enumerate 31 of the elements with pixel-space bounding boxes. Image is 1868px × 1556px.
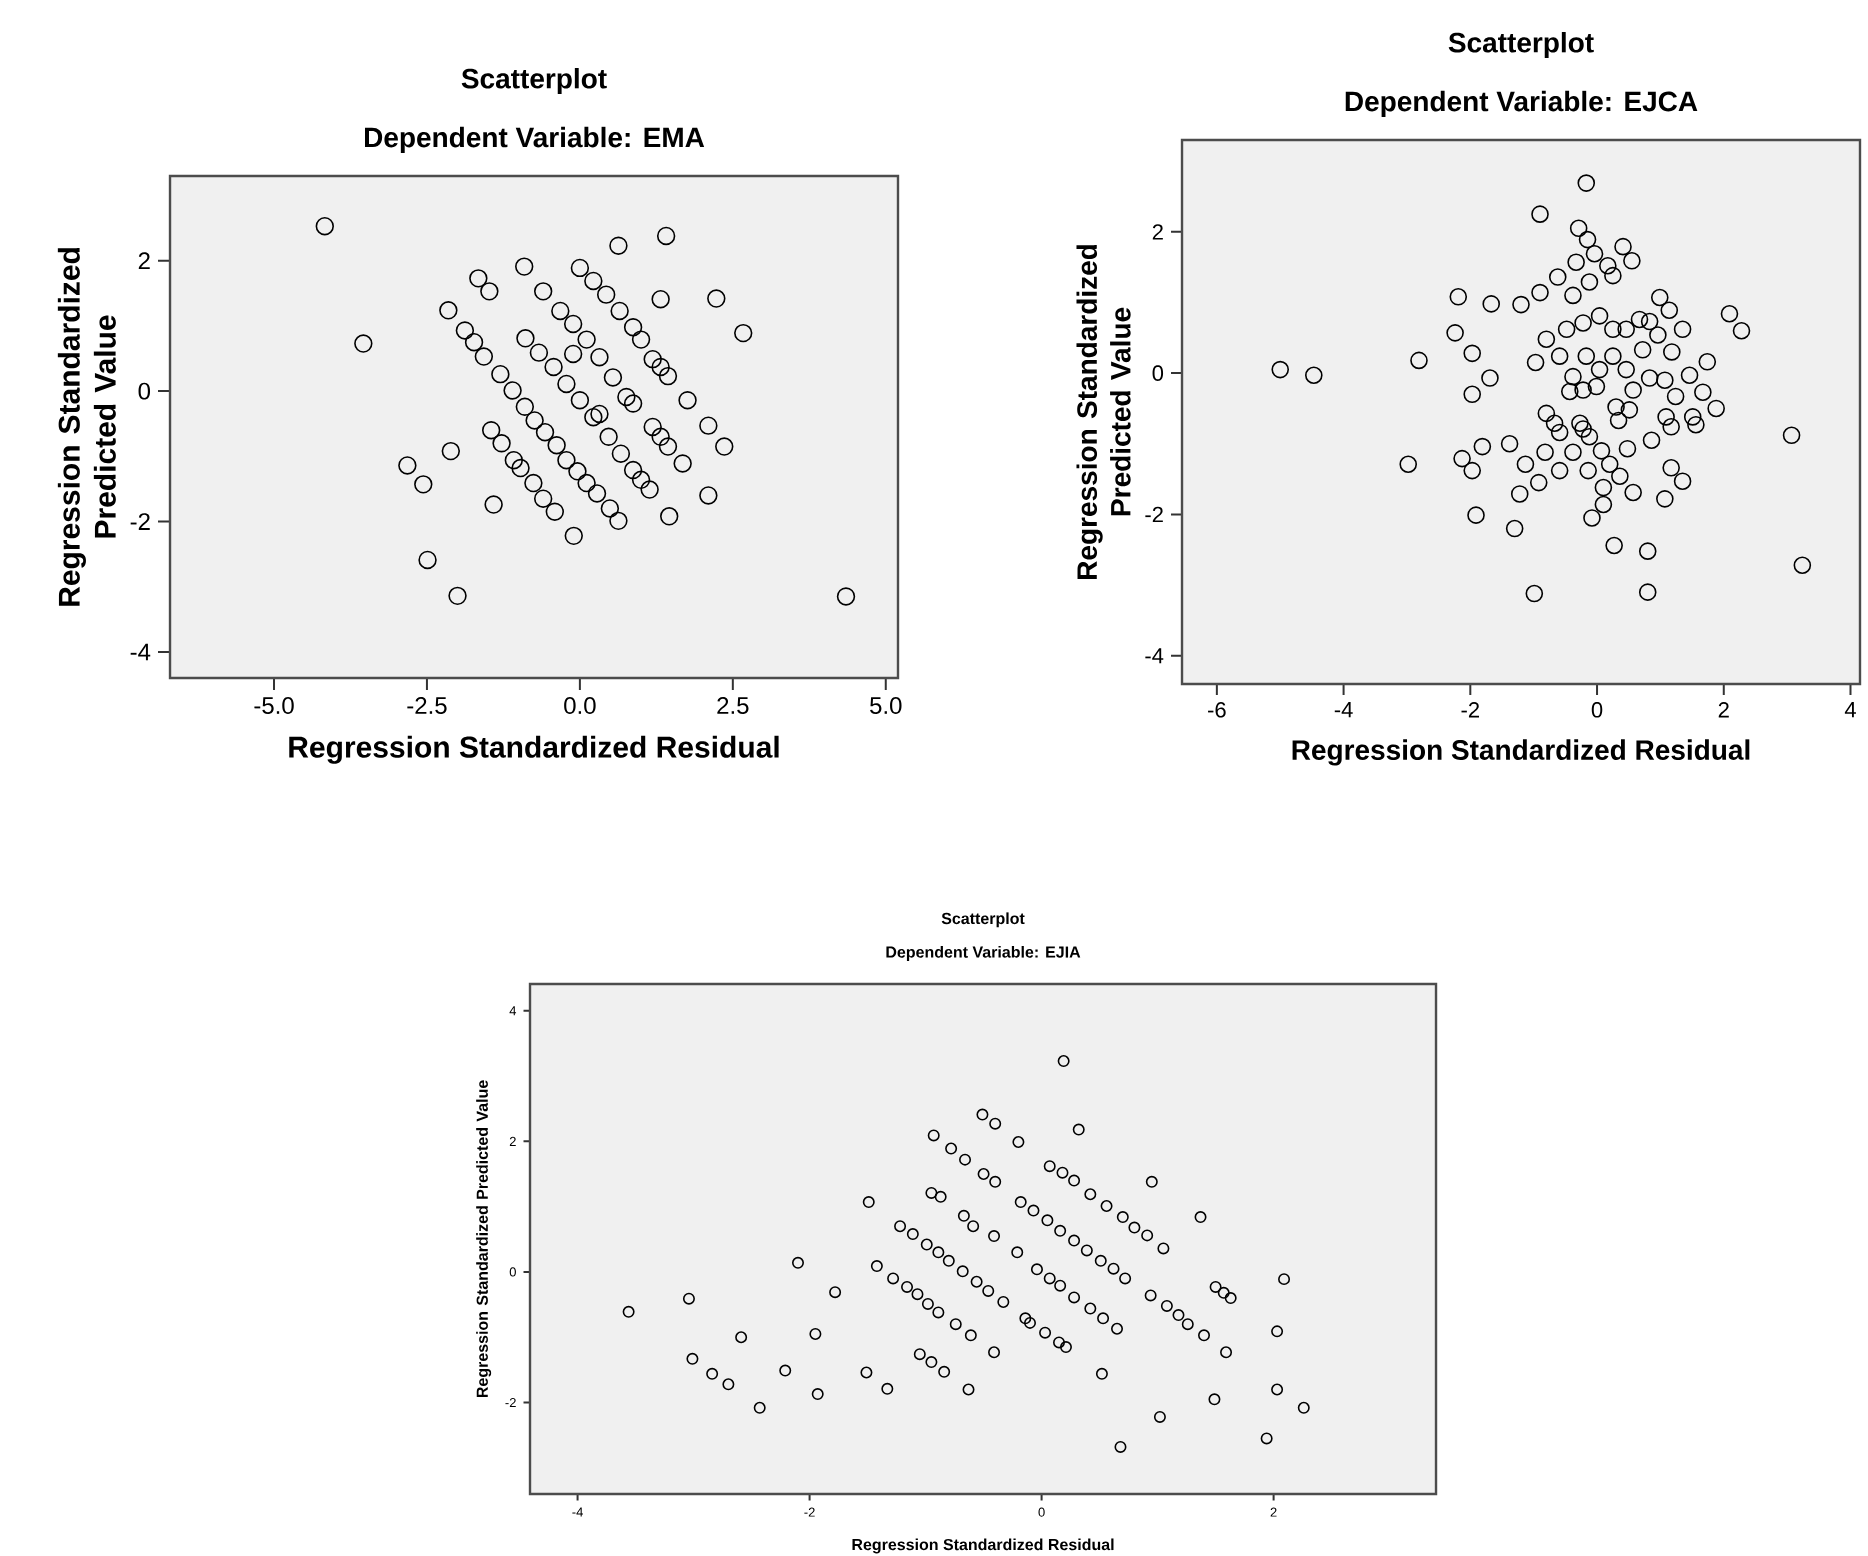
x-tick-label: -4 (1334, 702, 1353, 718)
y-tick-label: 0 (1152, 365, 1164, 381)
x-tick-label: 2.5 (717, 697, 749, 715)
chart-title: Scatterplot (941, 912, 1025, 928)
x-tick-label: -5.0 (254, 697, 294, 715)
y-tick-label: -2 (1145, 506, 1163, 523)
x-tick-label: -6 (1208, 702, 1226, 718)
y-tick-label: -4 (130, 643, 151, 661)
x-axis-title: Regression Standardized Residual (1292, 739, 1750, 766)
chart-subtitle: Dependent Variable: EJCA (1345, 90, 1698, 117)
y-tick-label: -2 (130, 513, 150, 530)
x-tick-label: 5.0 (870, 697, 902, 715)
x-tick-label: 0 (1591, 702, 1603, 718)
x-axis-title: Regression Standardized Residual (852, 1538, 1114, 1554)
y-tick-label: 2 (1152, 224, 1163, 240)
x-tick-label: 4 (1844, 702, 1856, 718)
chart-title: Scatterplot (1448, 32, 1594, 59)
chart-title: Scatterplot (461, 68, 607, 95)
x-tick-label: 2 (1718, 702, 1729, 718)
chart-subtitle: Dependent Variable: EMA (365, 126, 705, 153)
y-tick-label: 0 (138, 382, 151, 400)
x-tick-label: 0.0 (564, 697, 596, 715)
y-tick-label: -4 (1145, 648, 1164, 664)
y-axis-title: Regression Standardized Predicted Value (57, 248, 116, 606)
x-axis-title: Regression Standardized Residual (289, 735, 779, 764)
chart-subtitle: Dependent Variable: EJIA (886, 945, 1081, 961)
y-tick-label: 2 (138, 252, 150, 270)
x-tick-label: -2.5 (407, 697, 447, 715)
x-tick-label: -2 (1461, 702, 1479, 718)
y-axis-title: Regression Standardized Predicted Value (476, 1080, 492, 1398)
y-axis-title: Regression Standardized Predicted Value (1076, 245, 1131, 579)
